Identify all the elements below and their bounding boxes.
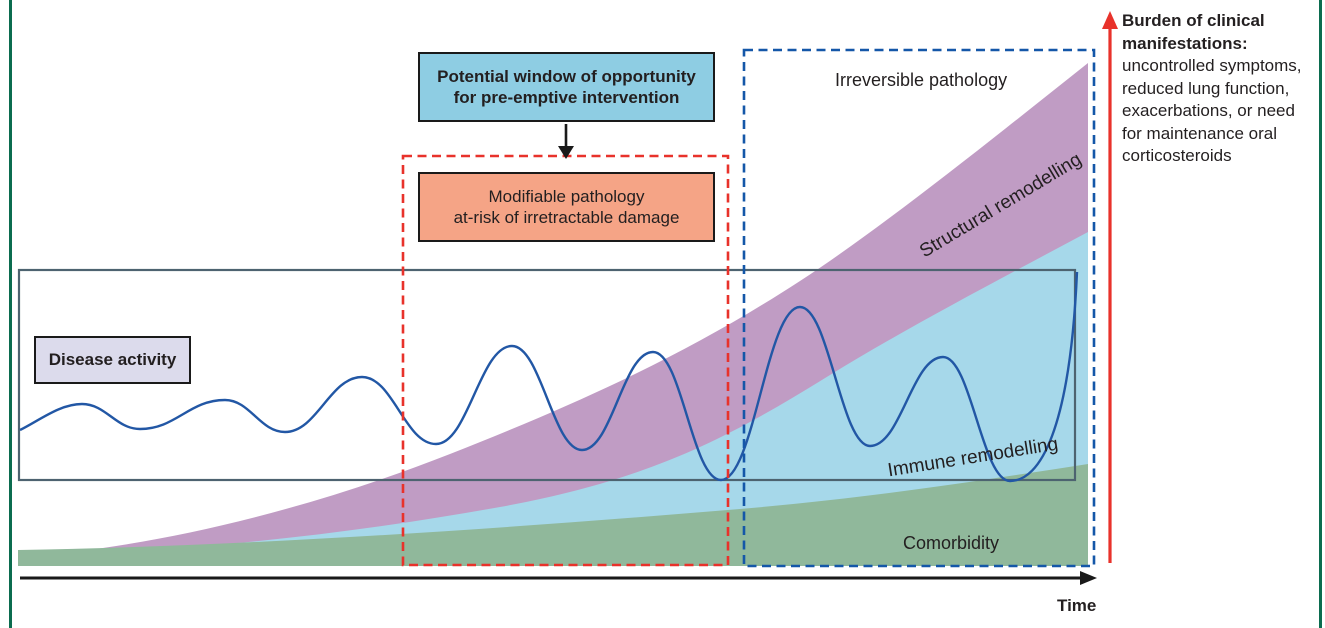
disease-activity-box: Disease activity bbox=[34, 336, 191, 384]
comorbidity-label: Comorbidity bbox=[903, 533, 1000, 553]
disease-activity-frame bbox=[17, 268, 1077, 482]
comorbidity-area bbox=[18, 464, 1088, 566]
modifiable-pathology-box: Modifiable pathology at-risk of irretrac… bbox=[418, 172, 715, 242]
burden-note-line: for maintenance oral bbox=[1122, 123, 1277, 143]
burden-note-line: corticosteroids bbox=[1122, 146, 1232, 165]
window-of-opportunity-box: Potential window of opportunity for pre-… bbox=[418, 52, 715, 122]
right-frame-rule bbox=[1319, 0, 1322, 628]
burden-note-line: uncontrolled symptoms, bbox=[1122, 56, 1302, 75]
burden-note: Burden of clinical manifestations: uncon… bbox=[1122, 10, 1302, 168]
burden-note-line: reduced lung function, bbox=[1122, 78, 1290, 98]
time-axis-arrowhead-icon bbox=[1080, 571, 1097, 585]
disease-activity-curve bbox=[19, 271, 1079, 483]
disease-activity-label: Disease activity bbox=[48, 350, 177, 370]
left-frame-rule bbox=[9, 0, 12, 628]
modifiable-box-line2: at-risk of irretractable damage bbox=[453, 208, 680, 227]
window-box-line2: for pre-emptive intervention bbox=[453, 88, 680, 107]
burden-arrowhead-icon bbox=[1102, 11, 1118, 29]
modifiable-box-line1: Modifiable pathology bbox=[488, 186, 645, 206]
immune-remodelling-area bbox=[24, 232, 1088, 566]
burden-note-line: exacerbations, or need bbox=[1122, 101, 1295, 120]
time-axis-label: Time bbox=[1057, 596, 1097, 615]
window-box-line1: Potential window of opportunity bbox=[437, 66, 696, 86]
connector-arrowhead-icon bbox=[558, 146, 574, 159]
irreversible-pathology-label: Irreversible pathology bbox=[835, 70, 1008, 90]
burden-note-bold-line: manifestations: bbox=[1122, 33, 1248, 53]
burden-note-bold-line: Burden of clinical bbox=[1122, 11, 1265, 30]
irreversible-zone-dashed-rect bbox=[742, 48, 1096, 568]
